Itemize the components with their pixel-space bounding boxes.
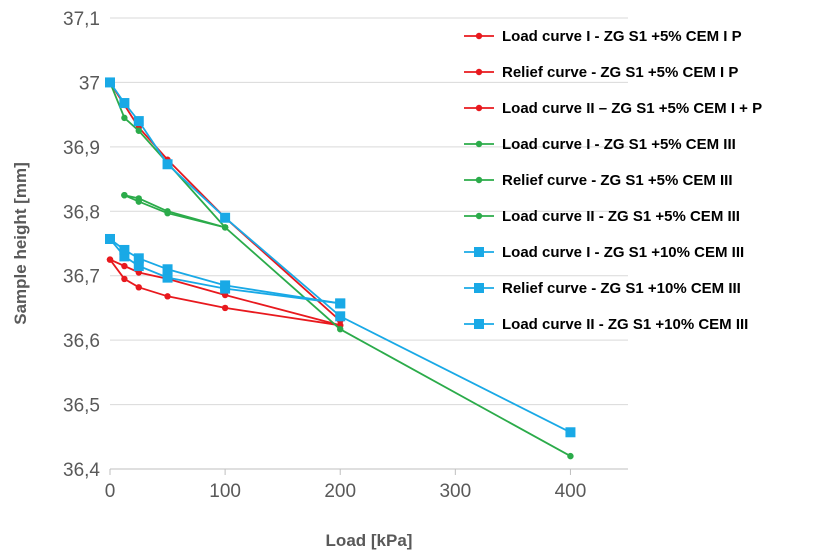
x-tick-labels: 0 100 200 300 400 <box>105 481 587 502</box>
legend-item: Relief curve - ZG S1 +10% CEM III <box>464 280 741 297</box>
data-point <box>221 224 229 231</box>
series-9 <box>105 233 346 309</box>
legend-label: Load curve II - ZG S1 +5% CEM III <box>502 208 740 225</box>
legend-label: Load curve I - ZG S1 +5% CEM III <box>502 136 736 153</box>
x-tick-label: 100 <box>209 481 241 502</box>
data-point <box>164 210 171 217</box>
series-line <box>124 194 226 229</box>
series-6 <box>121 191 229 231</box>
y-tick-label: 36,6 <box>63 331 100 352</box>
y-tick-label: 36,8 <box>63 202 100 223</box>
legend-marker <box>475 140 483 148</box>
y-tick-label: 36,9 <box>63 138 100 159</box>
legend-marker <box>474 319 484 329</box>
data-point <box>135 127 142 134</box>
legend-label: Load curve II - ZG S1 +10% CEM III <box>502 316 748 333</box>
legend-item: Load curve I - ZG S1 +5% CEM I P <box>464 28 742 45</box>
legend-item: Relief curve - ZG S1 +5% CEM I P <box>464 64 738 81</box>
y-tick-label: 36,7 <box>63 267 100 288</box>
x-tick-label: 300 <box>439 481 471 502</box>
data-point <box>221 304 229 312</box>
data-point <box>164 293 171 300</box>
data-point <box>162 264 173 275</box>
y-tick-label: 36,4 <box>63 460 100 481</box>
data-point <box>567 452 574 460</box>
data-point <box>135 284 142 291</box>
legend-marker <box>475 32 483 40</box>
legend-item: Load curve I - ZG S1 +5% CEM III <box>464 136 736 153</box>
data-point <box>337 325 344 333</box>
data-point <box>121 191 128 199</box>
legend-label: Load curve I - ZG S1 +10% CEM III <box>502 244 744 261</box>
x-axis-title: Load [kPa] <box>326 531 413 550</box>
data-point <box>335 311 346 322</box>
legend-label: Relief curve - ZG S1 +5% CEM III <box>502 172 733 189</box>
data-point <box>106 256 114 263</box>
legend-label: Load curve II – ZG S1 +5% CEM I + P <box>502 100 762 117</box>
data-point <box>133 261 144 272</box>
plot-area <box>105 77 576 460</box>
data-point <box>335 298 346 309</box>
data-point <box>220 280 231 291</box>
y-tick-labels: 36,4 36,5 36,6 36,7 36,8 36,9 37 37,1 <box>63 9 100 481</box>
data-point <box>119 251 130 262</box>
legend-label: Relief curve - ZG S1 +10% CEM III <box>502 280 741 297</box>
y-tick-label: 37,1 <box>63 9 100 30</box>
data-point <box>121 275 128 283</box>
legend-marker <box>475 104 483 112</box>
legend-label: Relief curve - ZG S1 +5% CEM I P <box>502 64 738 81</box>
legend-marker <box>475 212 483 220</box>
legend-item: Load curve II - ZG S1 +5% CEM III <box>464 208 740 225</box>
data-point <box>162 159 173 170</box>
legend-label: Load curve I - ZG S1 +5% CEM I P <box>502 28 742 45</box>
data-point <box>133 253 144 264</box>
data-point <box>220 212 231 223</box>
gridlines <box>110 17 628 470</box>
series-line <box>109 259 341 327</box>
data-point <box>121 262 128 270</box>
x-tick-label: 400 <box>555 481 587 502</box>
data-point <box>162 272 173 283</box>
data-point <box>105 233 115 244</box>
data-point <box>121 114 128 122</box>
data-point <box>119 98 130 109</box>
y-tick-label: 36,5 <box>63 396 100 417</box>
axes <box>109 468 628 475</box>
y-tick-label: 37 <box>79 73 100 94</box>
data-point <box>119 244 130 255</box>
x-tick-label: 0 <box>105 481 116 502</box>
y-axis-title: Sample height [mm] <box>11 162 30 324</box>
data-point <box>133 116 144 127</box>
legend-marker <box>475 68 483 76</box>
series-line <box>124 194 226 229</box>
legend-item: Relief curve - ZG S1 +5% CEM III <box>464 172 733 189</box>
legend-item: Load curve II – ZG S1 +5% CEM I + P <box>464 100 762 117</box>
series-7 <box>105 77 576 438</box>
data-point <box>105 77 115 88</box>
data-point <box>135 198 142 205</box>
legend-marker <box>474 247 484 257</box>
legend-marker <box>474 283 484 293</box>
legend-item: Load curve II - ZG S1 +10% CEM III <box>464 316 748 333</box>
legend-marker <box>475 176 483 184</box>
data-point <box>565 427 576 438</box>
x-tick-label: 200 <box>324 481 356 502</box>
legend-item: Load curve I - ZG S1 +10% CEM III <box>464 244 744 261</box>
legend: Load curve I - ZG S1 +5% CEM I P Relief c… <box>464 28 762 333</box>
